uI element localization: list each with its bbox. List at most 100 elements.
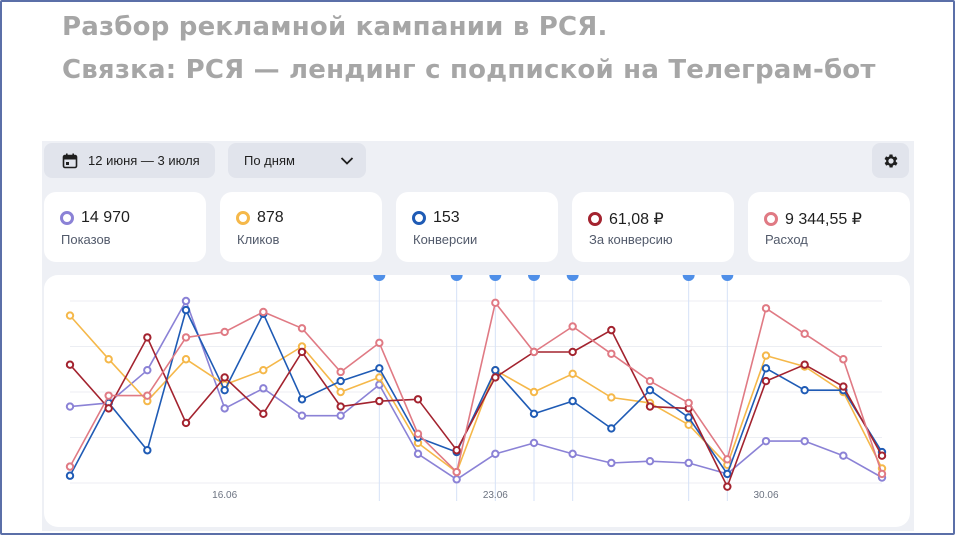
data-point-conversions [220, 385, 229, 395]
series-ring-icon [60, 211, 74, 225]
data-point-clicks [568, 369, 577, 379]
metric-value-text: 61,08 ₽ [609, 211, 664, 228]
data-point-per_conversion [645, 402, 655, 411]
data-point-spend [297, 324, 307, 333]
series-line-conversions [69, 309, 883, 477]
data-point-per_conversion [800, 360, 809, 369]
data-point-shows [645, 456, 655, 466]
metric-value: 14 970 [60, 209, 130, 227]
period-label: По дням [244, 153, 295, 168]
data-point-per_conversion [65, 360, 75, 369]
data-point-shows [491, 449, 500, 459]
calendar-icon [62, 153, 78, 168]
series-ring-icon [588, 212, 602, 226]
data-point-conversions [761, 364, 771, 373]
slide-title-line-2: Связка: РСЯ — лендинг с подпиской на Тел… [62, 55, 876, 85]
metric-card-0[interactable]: 14 970 Показов [44, 192, 206, 262]
data-point-conversions [723, 469, 732, 479]
data-point-spend [452, 467, 461, 477]
data-point-per_conversion [568, 347, 577, 357]
chart-area: 16.06 23.06 30.06 [44, 275, 910, 527]
data-point-shows [839, 451, 848, 460]
data-point-shows [259, 384, 268, 393]
metric-value-text: 14 970 [81, 209, 130, 226]
slide-title-line-1: Разбор рекламной кампании в РСЯ. [62, 12, 608, 42]
event-marker-icon[interactable] [528, 275, 540, 281]
data-point-per_conversion [413, 395, 423, 404]
series-line-clicks [69, 315, 883, 473]
event-marker-icon[interactable] [721, 275, 734, 281]
metric-value: 61,08 ₽ [588, 209, 664, 229]
data-point-conversions [568, 396, 577, 406]
metric-card-4[interactable]: 9 344,55 ₽ Расход [748, 192, 910, 262]
event-marker-icon[interactable] [489, 275, 502, 281]
metric-value-text: 153 [433, 209, 460, 226]
metric-value-text: 9 344,55 ₽ [785, 211, 862, 228]
data-point-per_conversion [491, 373, 500, 382]
x-tick-label: 16.06 [212, 490, 237, 501]
data-point-per_conversion [877, 451, 887, 460]
metric-value: 9 344,55 ₽ [764, 209, 862, 229]
data-point-spend [839, 355, 848, 364]
x-tick-label: 23.06 [483, 490, 508, 501]
metric-cards: 14 970 Показов 878 Кликов 153 Конверсии 61,08 … [42, 192, 914, 262]
data-point-shows [800, 436, 809, 446]
data-point-clicks [684, 420, 693, 429]
metric-label: За конверсию [589, 232, 673, 247]
metric-card-1[interactable]: 878 Кликов [220, 192, 382, 262]
data-point-shows [529, 438, 539, 448]
data-point-per_conversion [297, 347, 307, 357]
data-point-per_conversion [181, 418, 191, 428]
data-point-conversions [491, 365, 500, 375]
data-point-clicks [65, 311, 75, 320]
metric-card-3[interactable]: 61,08 ₽ За конверсию [572, 192, 734, 262]
series-ring-icon [236, 211, 250, 225]
stats-panel: 12 июня — 3 июля По дням 14 970 Показов 87… [42, 141, 914, 531]
slide-title: Разбор рекламной кампании в РСЯ. Связка:… [62, 6, 942, 92]
series-line-spend [69, 301, 883, 475]
data-point-shows [684, 458, 693, 468]
data-point-conversions [800, 385, 809, 395]
data-point-clicks [761, 351, 771, 360]
event-marker-icon[interactable] [682, 275, 695, 281]
data-point-per_conversion [336, 402, 345, 411]
event-marker-icon[interactable] [373, 275, 386, 281]
data-point-per_conversion [839, 382, 848, 391]
data-point-per_conversion [143, 333, 152, 342]
date-range-button[interactable]: 12 июня — 3 июля [44, 143, 215, 178]
period-select[interactable]: По дням [228, 143, 366, 178]
data-point-clicks [259, 365, 268, 375]
metric-value: 878 [236, 209, 284, 227]
data-point-shows [607, 458, 616, 468]
data-point-clicks [336, 387, 345, 397]
data-point-spend [684, 398, 693, 408]
event-marker-icon[interactable] [566, 275, 579, 281]
gear-icon [884, 153, 898, 168]
data-point-spend [568, 322, 577, 331]
data-point-conversions [684, 413, 693, 422]
toolbar: 12 июня — 3 июля По дням [42, 141, 914, 181]
data-point-spend [800, 329, 809, 338]
data-point-spend [220, 327, 229, 337]
data-point-shows [65, 402, 75, 411]
data-point-spend [761, 304, 771, 313]
event-marker-icon[interactable] [450, 275, 463, 281]
series-line-per_conversion [69, 329, 883, 488]
settings-button[interactable] [872, 143, 909, 178]
data-point-shows [336, 411, 345, 420]
metric-label: Кликов [237, 232, 280, 247]
metric-value: 153 [412, 209, 460, 227]
data-point-shows [220, 404, 229, 413]
data-point-spend [336, 367, 345, 377]
data-point-shows [143, 365, 152, 375]
metric-label: Показов [61, 232, 111, 247]
data-point-per_conversion [761, 376, 771, 386]
data-point-per_conversion [259, 409, 268, 419]
data-point-per_conversion [104, 404, 113, 413]
data-point-shows [452, 475, 461, 484]
line-chart: 16.06 23.06 30.06 [65, 275, 887, 501]
data-point-spend [65, 462, 75, 471]
series-ring-icon [412, 211, 426, 225]
metric-card-2[interactable]: 153 Конверсии [396, 192, 558, 262]
data-point-conversions [65, 471, 75, 480]
